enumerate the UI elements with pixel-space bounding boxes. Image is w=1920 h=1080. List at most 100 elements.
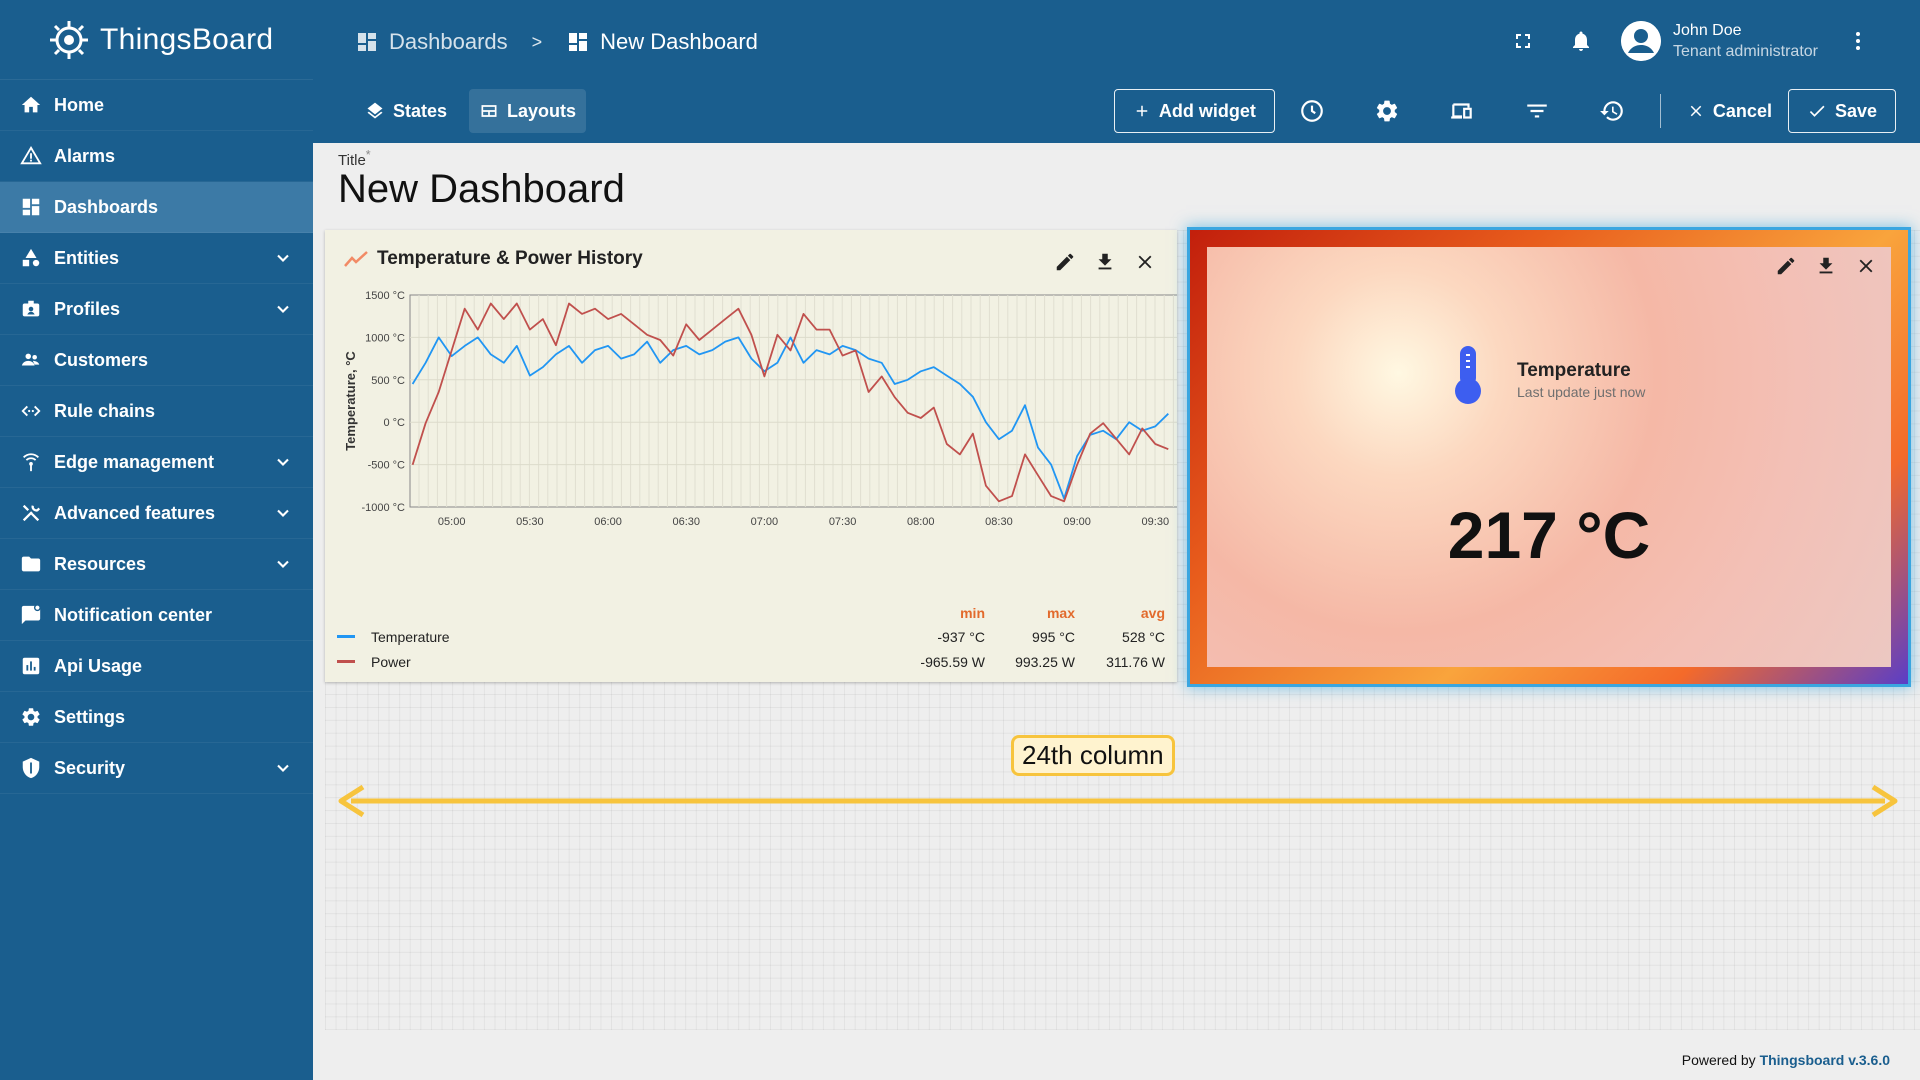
- breadcrumb-separator: >: [531, 31, 543, 52]
- sidebar-item-label: Settings: [54, 706, 126, 727]
- dashboard-icon: [569, 33, 588, 51]
- legend-avg-value: 528 °C: [1122, 628, 1165, 645]
- bell-icon: [1573, 31, 1590, 51]
- export-widget-button[interactable]: [1091, 248, 1119, 276]
- fullscreen-button[interactable]: [1501, 19, 1545, 63]
- y-tick-label: 1000 °C: [365, 332, 405, 344]
- temperature-label: Temperature: [1517, 360, 1631, 381]
- settings-button[interactable]: [1350, 89, 1425, 133]
- chevron-down-icon[interactable]: [273, 248, 293, 268]
- sidebar-item-advanced-features[interactable]: Advanced features: [0, 488, 313, 539]
- export-widget-button[interactable]: [1811, 251, 1841, 281]
- remove-widget-button[interactable]: [1851, 251, 1881, 281]
- top-right-actions: John Doe Tenant administrator: [1501, 16, 1880, 66]
- legend-swatch: [337, 660, 355, 663]
- legend-row-temperature[interactable]: Temperature -937 °C 995 °C 528 °C: [337, 624, 1165, 649]
- sidebar-item-label: Security: [54, 757, 126, 778]
- dashboard-toolbar-right: Add widget Cancel Save: [1113, 89, 1896, 133]
- sidebar-item-home[interactable]: Home: [0, 80, 313, 131]
- logo[interactable]: ThingsBoard: [0, 0, 313, 80]
- timeseries-chart-icon: [344, 251, 368, 267]
- sidebar-item-label: Api Usage: [54, 655, 143, 676]
- sidebar-item-label: Customers: [54, 349, 149, 370]
- sidebar-item-rule-chains[interactable]: Rule chains: [0, 386, 313, 437]
- chevron-down-icon[interactable]: [273, 299, 293, 319]
- x-tick-label: 06:30: [672, 516, 700, 528]
- notifications-button[interactable]: [1559, 19, 1603, 63]
- temperature-card-widget[interactable]: Temperature Last update just now 217 °C: [1190, 230, 1908, 684]
- user-menu[interactable]: John Doe Tenant administrator: [1621, 21, 1818, 61]
- download-icon: [1098, 253, 1112, 270]
- timewindow-button[interactable]: [1275, 89, 1350, 133]
- version-link[interactable]: Thingsboard v.3.6.0: [1759, 1052, 1890, 1068]
- thingsboard-logo-icon: [50, 20, 88, 59]
- sidebar-item-edge-management[interactable]: Edge management: [0, 437, 313, 488]
- filters-button[interactable]: [1500, 89, 1575, 133]
- clock-icon: [1301, 100, 1324, 122]
- sidebar-item-security[interactable]: Security: [0, 743, 313, 794]
- chevron-down-icon[interactable]: [273, 452, 293, 472]
- chevron-down-icon[interactable]: [273, 554, 293, 574]
- sidebar-item-label: Advanced features: [54, 502, 216, 523]
- y-tick-label: -1000 °C: [361, 502, 405, 514]
- dashboard-content: Title* New Dashboard Temperature & Power…: [313, 143, 1920, 1080]
- layouts-button[interactable]: Layouts: [469, 89, 587, 133]
- version-history-button[interactable]: [1575, 89, 1650, 133]
- legend-max-value: 993.25 W: [1015, 653, 1075, 670]
- fullscreen-icon: [1516, 34, 1531, 48]
- more-menu-button[interactable]: [1836, 19, 1880, 63]
- dashboard-icon: [358, 33, 376, 51]
- sidebar-item-notification-center[interactable]: Notification center: [0, 590, 313, 641]
- sidebar-item-resources[interactable]: Resources: [0, 539, 313, 590]
- layers-icon: [367, 102, 383, 119]
- y-tick-label: 500 °C: [371, 375, 405, 387]
- legend-series-name: Temperature: [371, 628, 450, 645]
- cancel-button[interactable]: Cancel: [1671, 89, 1788, 133]
- widget-title: Temperature & Power History: [343, 248, 643, 270]
- save-button[interactable]: Save: [1787, 89, 1896, 133]
- chevron-down-icon[interactable]: [273, 758, 293, 778]
- sidebar-item-label: Rule chains: [54, 400, 156, 421]
- sidebar-item-alarms[interactable]: Alarms: [0, 131, 313, 182]
- entities-icon: [20, 247, 42, 269]
- toolbar-divider: [1659, 94, 1661, 128]
- double-arrow-icon: [338, 784, 1898, 818]
- x-tick-label: 08:30: [985, 516, 1013, 528]
- x-tick-label: 08:00: [907, 516, 935, 528]
- sidebar-item-profiles[interactable]: Profiles: [0, 284, 313, 335]
- powered-by-footer: Powered by Thingsboard v.3.6.0: [1682, 1052, 1890, 1068]
- devices-layout-button[interactable]: [1425, 89, 1500, 133]
- gear-icon: [20, 706, 42, 728]
- more-vert-icon: [1856, 32, 1860, 50]
- dashboard-title-input[interactable]: New Dashboard: [338, 167, 625, 211]
- sidebar-item-settings[interactable]: Settings: [0, 692, 313, 743]
- sidebar-item-dashboards[interactable]: Dashboards: [0, 182, 313, 233]
- pencil-icon: [1056, 253, 1074, 271]
- chart-widget[interactable]: Temperature & Power History 1500 °C 1000 …: [325, 230, 1177, 682]
- warning-icon: [20, 145, 42, 167]
- breadcrumb-dashboards[interactable]: Dashboards: [355, 29, 508, 55]
- sidebar-item-api-usage[interactable]: Api Usage: [0, 641, 313, 692]
- sidebar-item-entities[interactable]: Entities: [0, 233, 313, 284]
- check-icon: [1809, 105, 1825, 117]
- legend-row-power[interactable]: Power -965.59 W 993.25 W 311.76 W: [337, 649, 1165, 674]
- devices-icon: [1451, 103, 1473, 119]
- states-button[interactable]: States: [355, 89, 457, 133]
- edit-widget-button[interactable]: [1771, 251, 1801, 281]
- last-update-text: Last update just now: [1517, 384, 1646, 400]
- pencil-icon: [1777, 257, 1795, 275]
- sidebar-item-label: Profiles: [54, 298, 121, 319]
- sidebar-item-customers[interactable]: Customers: [0, 335, 313, 386]
- legend-min-value: -965.59 W: [920, 653, 985, 670]
- remove-widget-button[interactable]: [1131, 248, 1159, 276]
- dashboard-toolbar-left: States Layouts: [355, 89, 587, 133]
- powered-by-text: Powered by: [1681, 1052, 1756, 1068]
- widget-title-label: Temperature & Power History: [377, 248, 643, 269]
- sidebar-item-label: Entities: [54, 247, 120, 268]
- add-widget-button[interactable]: Add widget: [1113, 89, 1275, 133]
- chevron-down-icon[interactable]: [273, 503, 293, 523]
- save-label: Save: [1834, 100, 1877, 121]
- user-name: John Doe: [1673, 21, 1742, 39]
- edit-widget-button[interactable]: [1051, 248, 1079, 276]
